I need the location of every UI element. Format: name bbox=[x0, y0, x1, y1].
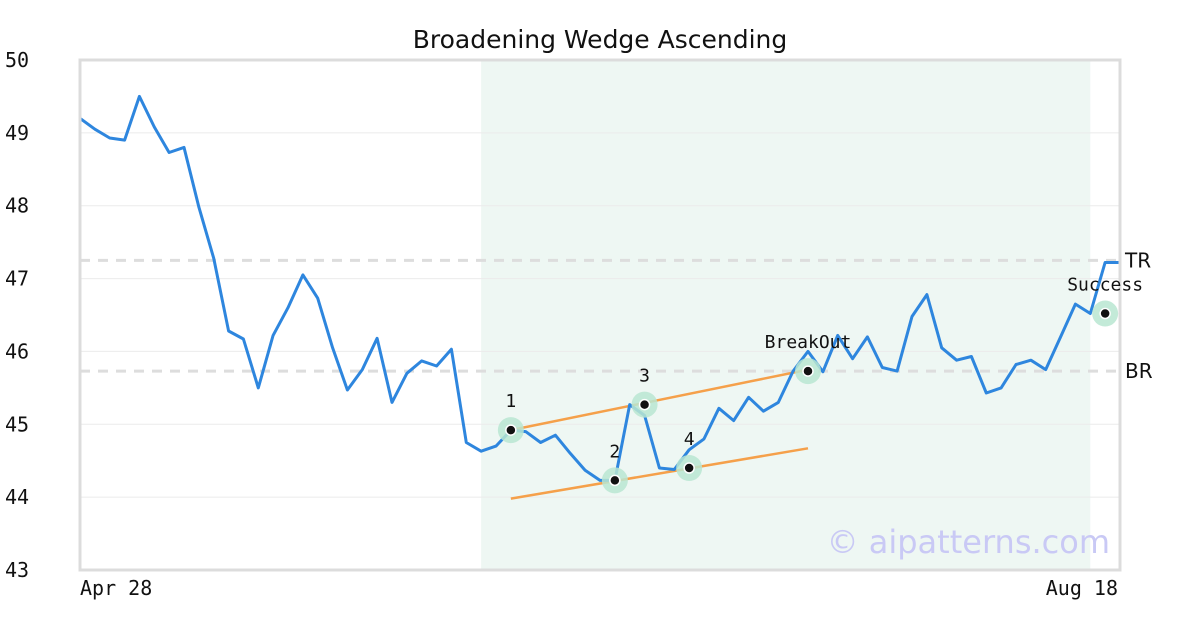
plot-frame bbox=[78, 58, 1122, 572]
y-tick-label: 43 bbox=[5, 558, 29, 582]
y-tick-label: 46 bbox=[5, 339, 29, 363]
price-line bbox=[79, 94, 1120, 482]
y-tick-label: 47 bbox=[5, 267, 29, 291]
y-tick-label: 44 bbox=[5, 485, 29, 509]
trend-lines bbox=[510, 368, 809, 500]
grid-lines bbox=[80, 132, 1120, 498]
reference-label-br: BR bbox=[1125, 359, 1153, 383]
y-tick-label: 49 bbox=[5, 121, 29, 145]
marker-dot-4 bbox=[683, 462, 695, 474]
x-tick-start: Apr 28 bbox=[80, 576, 152, 600]
marker-dot-2 bbox=[609, 474, 621, 487]
marker-dot-success bbox=[1099, 307, 1111, 320]
y-tick-label: 48 bbox=[5, 194, 29, 218]
reference-label-tr: TR bbox=[1124, 248, 1151, 272]
x-tick-end: Aug 18 bbox=[1046, 576, 1118, 600]
trend-line-upper bbox=[510, 368, 809, 432]
annotation-markers: 1 2 3 4 BreakOut Success bbox=[497, 275, 1143, 494]
trend-line-lower bbox=[510, 447, 809, 500]
y-tick-label: 45 bbox=[5, 412, 29, 436]
marker-dot-breakout bbox=[802, 365, 814, 377]
marker-label-2: 2 bbox=[609, 441, 620, 462]
y-axis-ticks: 43 44 45 46 47 48 49 50 bbox=[5, 48, 29, 582]
marker-dot-3 bbox=[638, 398, 651, 411]
marker-dot-1 bbox=[505, 424, 517, 436]
chart-title: Broadening Wedge Ascending bbox=[413, 25, 788, 54]
pattern-region bbox=[481, 60, 1091, 570]
marker-label-3: 3 bbox=[639, 366, 650, 387]
watermark: © aipatterns.com bbox=[827, 523, 1110, 561]
marker-label-1: 1 bbox=[505, 391, 516, 412]
reference-lines: TR BR bbox=[80, 248, 1153, 383]
marker-label-4: 4 bbox=[684, 429, 695, 450]
marker-label-success: Success bbox=[1067, 275, 1143, 296]
marker-label-breakout: BreakOut bbox=[765, 332, 852, 353]
y-tick-label: 50 bbox=[5, 48, 29, 72]
